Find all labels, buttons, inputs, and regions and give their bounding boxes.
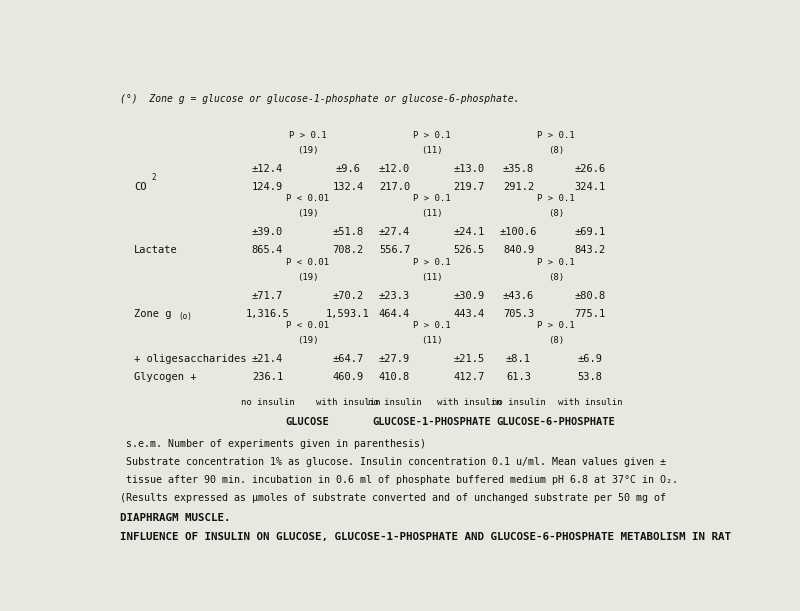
Text: P > 0.1: P > 0.1	[537, 258, 574, 267]
Text: ±27.9: ±27.9	[379, 354, 410, 364]
Text: (8): (8)	[548, 146, 564, 155]
Text: (o): (o)	[178, 312, 193, 321]
Text: ±21.4: ±21.4	[252, 354, 283, 364]
Text: P > 0.1: P > 0.1	[413, 258, 450, 267]
Text: (11): (11)	[421, 146, 442, 155]
Text: ±21.5: ±21.5	[454, 354, 485, 364]
Text: with insulin: with insulin	[437, 398, 501, 407]
Text: (19): (19)	[297, 273, 318, 282]
Text: 410.8: 410.8	[379, 372, 410, 382]
Text: ±51.8: ±51.8	[332, 227, 364, 237]
Text: 412.7: 412.7	[454, 372, 485, 382]
Text: (19): (19)	[297, 210, 318, 218]
Text: P > 0.1: P > 0.1	[413, 131, 450, 140]
Text: CO: CO	[134, 181, 146, 191]
Text: + oligesaccharides: + oligesaccharides	[134, 354, 246, 364]
Text: ±100.6: ±100.6	[500, 227, 538, 237]
Text: (°)  Zone g = glucose or glucose-1-phosphate or glucose-6-phosphate.: (°) Zone g = glucose or glucose-1-phosph…	[121, 95, 520, 104]
Text: P < 0.01: P < 0.01	[286, 194, 330, 203]
Text: (11): (11)	[421, 273, 442, 282]
Text: no insulin: no insulin	[492, 398, 546, 407]
Text: ±8.1: ±8.1	[506, 354, 531, 364]
Text: no insulin: no insulin	[368, 398, 422, 407]
Text: (8): (8)	[548, 336, 564, 345]
Text: P > 0.1: P > 0.1	[537, 194, 574, 203]
Text: 2: 2	[151, 173, 156, 182]
Text: Zone g: Zone g	[134, 309, 171, 318]
Text: 840.9: 840.9	[503, 245, 534, 255]
Text: P > 0.1: P > 0.1	[413, 194, 450, 203]
Text: 53.8: 53.8	[578, 372, 602, 382]
Text: Lactate: Lactate	[134, 245, 178, 255]
Text: P > 0.1: P > 0.1	[413, 321, 450, 331]
Text: 443.4: 443.4	[454, 309, 485, 318]
Text: with insulin: with insulin	[558, 398, 622, 407]
Text: 1,316.5: 1,316.5	[246, 309, 290, 318]
Text: 219.7: 219.7	[454, 181, 485, 191]
Text: ±12.4: ±12.4	[252, 164, 283, 174]
Text: GLUCOSE: GLUCOSE	[286, 417, 330, 426]
Text: (11): (11)	[421, 210, 442, 218]
Text: ±35.8: ±35.8	[503, 164, 534, 174]
Text: no insulin: no insulin	[241, 398, 294, 407]
Text: ±71.7: ±71.7	[252, 291, 283, 301]
Text: ±27.4: ±27.4	[379, 227, 410, 237]
Text: 132.4: 132.4	[332, 181, 364, 191]
Text: ±9.6: ±9.6	[335, 164, 361, 174]
Text: ±26.6: ±26.6	[574, 164, 606, 174]
Text: ±6.9: ±6.9	[578, 354, 602, 364]
Text: 291.2: 291.2	[503, 181, 534, 191]
Text: P < 0.01: P < 0.01	[286, 258, 330, 267]
Text: 843.2: 843.2	[574, 245, 606, 255]
Text: ±80.8: ±80.8	[574, 291, 606, 301]
Text: 865.4: 865.4	[252, 245, 283, 255]
Text: 526.5: 526.5	[454, 245, 485, 255]
Text: 61.3: 61.3	[506, 372, 531, 382]
Text: ±64.7: ±64.7	[332, 354, 364, 364]
Text: (19): (19)	[297, 146, 318, 155]
Text: (8): (8)	[548, 210, 564, 218]
Text: 460.9: 460.9	[332, 372, 364, 382]
Text: ±70.2: ±70.2	[332, 291, 364, 301]
Text: ±12.0: ±12.0	[379, 164, 410, 174]
Text: ±43.6: ±43.6	[503, 291, 534, 301]
Text: 236.1: 236.1	[252, 372, 283, 382]
Text: ±30.9: ±30.9	[454, 291, 485, 301]
Text: 775.1: 775.1	[574, 309, 606, 318]
Text: (Results expressed as µmoles of substrate converted and of unchanged substrate p: (Results expressed as µmoles of substrat…	[121, 493, 666, 503]
Text: 464.4: 464.4	[379, 309, 410, 318]
Text: ±23.3: ±23.3	[379, 291, 410, 301]
Text: with insulin: with insulin	[316, 398, 380, 407]
Text: ±39.0: ±39.0	[252, 227, 283, 237]
Text: s.e.m. Number of experiments given in parenthesis): s.e.m. Number of experiments given in pa…	[121, 439, 426, 449]
Text: INFLUENCE OF INSULIN ON GLUCOSE, GLUCOSE-1-PHOSPHATE AND GLUCOSE-6-PHOSPHATE MET: INFLUENCE OF INSULIN ON GLUCOSE, GLUCOSE…	[121, 532, 731, 542]
Text: 705.3: 705.3	[503, 309, 534, 318]
Text: tissue after 90 min. incubation in 0.6 ml of phosphate buffered medium pH 6.8 at: tissue after 90 min. incubation in 0.6 m…	[121, 475, 678, 485]
Text: GLUCOSE-1-PHOSPHATE: GLUCOSE-1-PHOSPHATE	[372, 417, 491, 426]
Text: 324.1: 324.1	[574, 181, 606, 191]
Text: P > 0.1: P > 0.1	[537, 321, 574, 331]
Text: P > 0.1: P > 0.1	[289, 131, 326, 140]
Text: ±24.1: ±24.1	[454, 227, 485, 237]
Text: 124.9: 124.9	[252, 181, 283, 191]
Text: DIAPHRAGM MUSCLE.: DIAPHRAGM MUSCLE.	[121, 513, 231, 523]
Text: 217.0: 217.0	[379, 181, 410, 191]
Text: GLUCOSE-6-PHOSPHATE: GLUCOSE-6-PHOSPHATE	[496, 417, 615, 426]
Text: (8): (8)	[548, 273, 564, 282]
Text: (19): (19)	[297, 336, 318, 345]
Text: 556.7: 556.7	[379, 245, 410, 255]
Text: P > 0.1: P > 0.1	[537, 131, 574, 140]
Text: P < 0.01: P < 0.01	[286, 321, 330, 331]
Text: ±69.1: ±69.1	[574, 227, 606, 237]
Text: 708.2: 708.2	[332, 245, 364, 255]
Text: Glycogen +: Glycogen +	[134, 372, 197, 382]
Text: 1,593.1: 1,593.1	[326, 309, 370, 318]
Text: ±13.0: ±13.0	[454, 164, 485, 174]
Text: Substrate concentration 1% as glucose. Insulin concentration 0.1 u/ml. Mean valu: Substrate concentration 1% as glucose. I…	[121, 457, 666, 467]
Text: (11): (11)	[421, 336, 442, 345]
